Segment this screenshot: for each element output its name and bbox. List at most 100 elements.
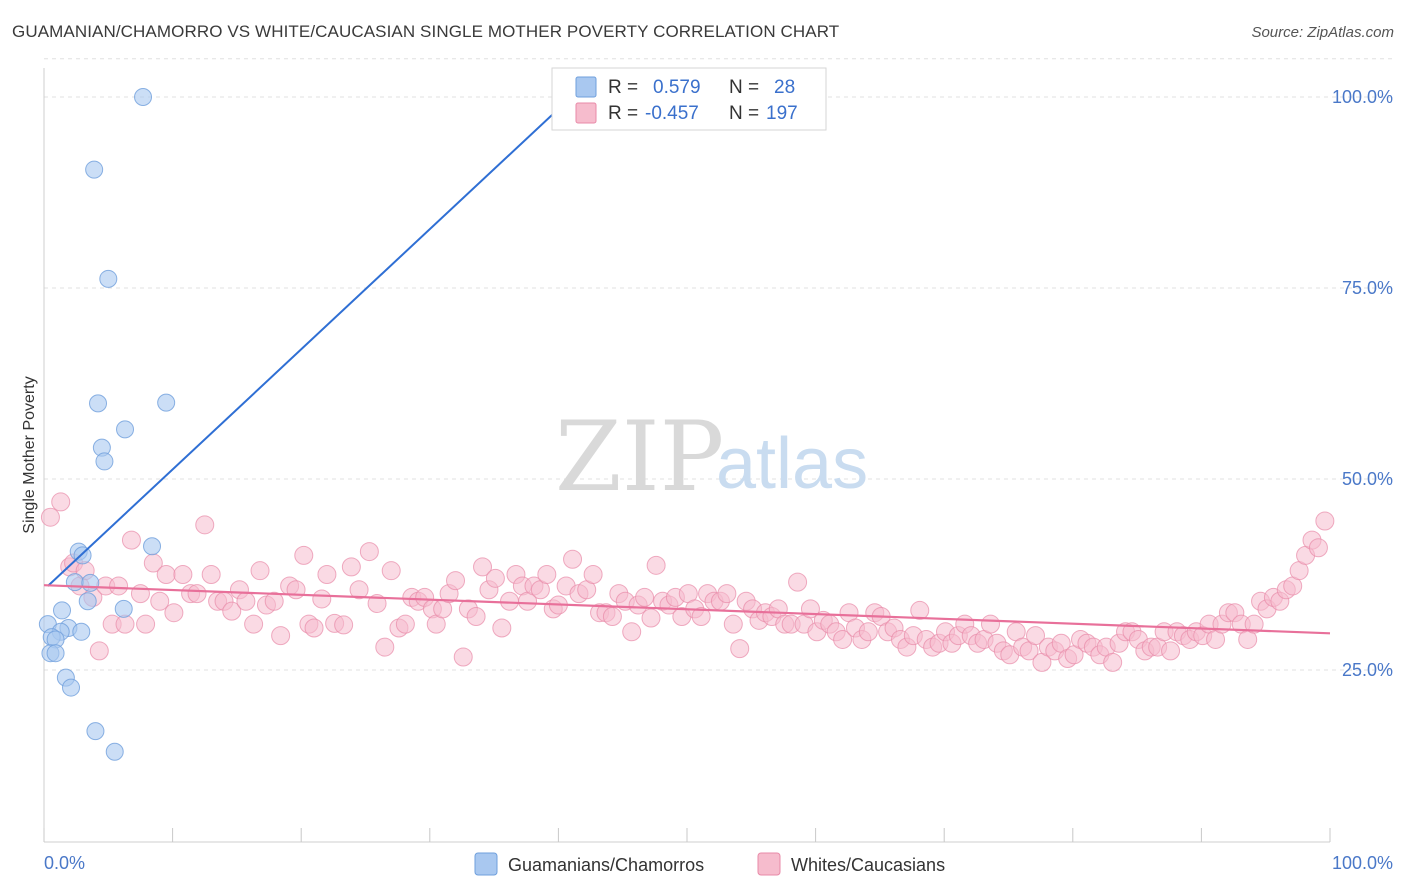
data-point-white-caucasian [150, 591, 170, 611]
data-point-white-caucasian [473, 557, 493, 577]
data-point-white-caucasian [500, 591, 520, 611]
data-point-guamanian-chamorro [157, 393, 176, 412]
trend-line-white-caucasian [43, 584, 1331, 635]
chart-title: GUAMANIAN/CHAMORRO VS WHITE/CAUCASIAN SI… [12, 22, 840, 41]
data-point-white-caucasian [723, 614, 743, 634]
series-whites-caucasians [40, 492, 1335, 672]
data-point-white-caucasian [563, 549, 583, 569]
data-point-white-caucasian [317, 565, 337, 584]
data-point-white-caucasian [250, 561, 270, 581]
data-point-white-caucasian [537, 565, 557, 584]
x-ticks [43, 828, 1331, 842]
legend-n-value: 28 [774, 77, 795, 98]
legend-n-label: N = [729, 77, 759, 98]
data-point-white-caucasian [173, 565, 193, 584]
legend-n-label: N = [729, 103, 759, 124]
bottom-legend-label-blue: Guamanians/Chamorros [508, 855, 704, 875]
data-point-white-caucasian [359, 542, 379, 562]
data-point-white-caucasian [236, 591, 256, 611]
data-point-white-caucasian [312, 589, 332, 609]
data-point-white-caucasian [788, 572, 808, 592]
y-tick-label: 75.0% [1342, 278, 1393, 298]
data-point-white-caucasian [367, 594, 387, 614]
data-point-white-caucasian [341, 557, 361, 577]
data-point-guamanian-chamorro [72, 622, 91, 641]
data-point-white-caucasian [1315, 511, 1335, 531]
data-point-white-caucasian [858, 622, 878, 642]
data-point-guamanian-chamorro [116, 420, 135, 439]
data-point-white-caucasian [446, 571, 466, 591]
legend-frame [551, 67, 827, 131]
data-point-guamanian-chamorro [95, 452, 114, 471]
legend-r-label: R = [608, 103, 638, 124]
x-tick-label-min: 0.0% [44, 853, 85, 873]
data-point-white-caucasian [1161, 641, 1181, 661]
data-point-white-caucasian [264, 591, 284, 611]
data-point-white-caucasian [717, 584, 737, 604]
data-point-guamanian-chamorro [78, 592, 97, 611]
data-point-white-caucasian [304, 618, 324, 638]
data-point-white-caucasian [833, 629, 853, 649]
data-point-white-caucasian [730, 639, 750, 659]
data-point-white-caucasian [222, 601, 242, 621]
data-point-white-caucasian [271, 626, 291, 646]
data-point-white-caucasian [51, 492, 71, 512]
data-point-white-caucasian [334, 615, 354, 635]
x-tick-label-max: 100.0% [1332, 853, 1393, 873]
series-guamanians-chamorros [38, 88, 176, 761]
data-point-white-caucasian [453, 647, 473, 667]
data-point-guamanian-chamorro [134, 88, 153, 106]
data-point-white-caucasian [622, 622, 642, 642]
data-point-white-caucasian [980, 614, 1000, 634]
gridlines [44, 58, 1395, 671]
data-point-white-caucasian [395, 614, 415, 634]
legend-box: R = 0.579 N = 28 R = -0.457 N = 197 [551, 67, 827, 131]
data-point-guamanian-chamorro [62, 678, 81, 697]
data-point-white-caucasian [1244, 614, 1264, 634]
data-point-white-caucasian [109, 576, 129, 596]
data-point-white-caucasian [156, 565, 176, 584]
data-point-white-caucasian [89, 641, 109, 661]
data-point-guamanian-chamorro [99, 269, 118, 288]
legend-swatch-blue [575, 76, 597, 98]
data-point-white-caucasian [646, 555, 666, 575]
y-tick-label: 100.0% [1332, 87, 1393, 107]
data-point-white-caucasian [910, 600, 930, 620]
data-point-white-caucasian [130, 584, 150, 604]
legend-r-value: 0.579 [653, 77, 701, 98]
trend-line-guamanian-chamorro [47, 96, 572, 587]
data-point-white-caucasian [1308, 538, 1328, 558]
data-point-white-caucasian [635, 587, 655, 607]
watermark-zip: ZIP [555, 401, 724, 513]
y-axis-label: Single Mother Poverty [21, 376, 38, 533]
bottom-legend-swatch-blue [474, 852, 498, 876]
data-point-guamanian-chamorro [105, 742, 124, 761]
legend-swatch-pink [575, 102, 597, 124]
data-point-white-caucasian [195, 515, 215, 535]
data-point-white-caucasian [492, 618, 512, 638]
data-point-white-caucasian [641, 608, 661, 628]
trend-lines [43, 96, 1331, 635]
legend-n-value: 197 [766, 103, 798, 124]
watermark-atlas: atlas [716, 424, 868, 504]
data-point-white-caucasian [602, 607, 622, 627]
data-point-white-caucasian [201, 565, 221, 584]
data-point-white-caucasian [485, 568, 505, 588]
data-point-white-caucasian [1026, 626, 1046, 646]
data-point-white-caucasian [244, 614, 264, 634]
data-point-guamanian-chamorro [85, 160, 104, 179]
data-point-white-caucasian [691, 607, 711, 627]
bottom-legend-label-pink: Whites/Caucasians [791, 855, 945, 875]
bottom-legend-swatch-pink [757, 852, 781, 876]
data-point-white-caucasian [136, 614, 156, 634]
data-point-guamanian-chamorro [89, 394, 108, 413]
data-point-guamanian-chamorro [73, 546, 92, 565]
data-point-white-caucasian [294, 545, 314, 565]
data-point-white-caucasian [1103, 652, 1123, 672]
y-tick-label: 25.0% [1342, 660, 1393, 680]
y-tick-label: 50.0% [1342, 469, 1393, 489]
data-point-white-caucasian [40, 507, 60, 527]
data-point-white-caucasian [583, 565, 603, 584]
data-point-white-caucasian [349, 580, 369, 600]
